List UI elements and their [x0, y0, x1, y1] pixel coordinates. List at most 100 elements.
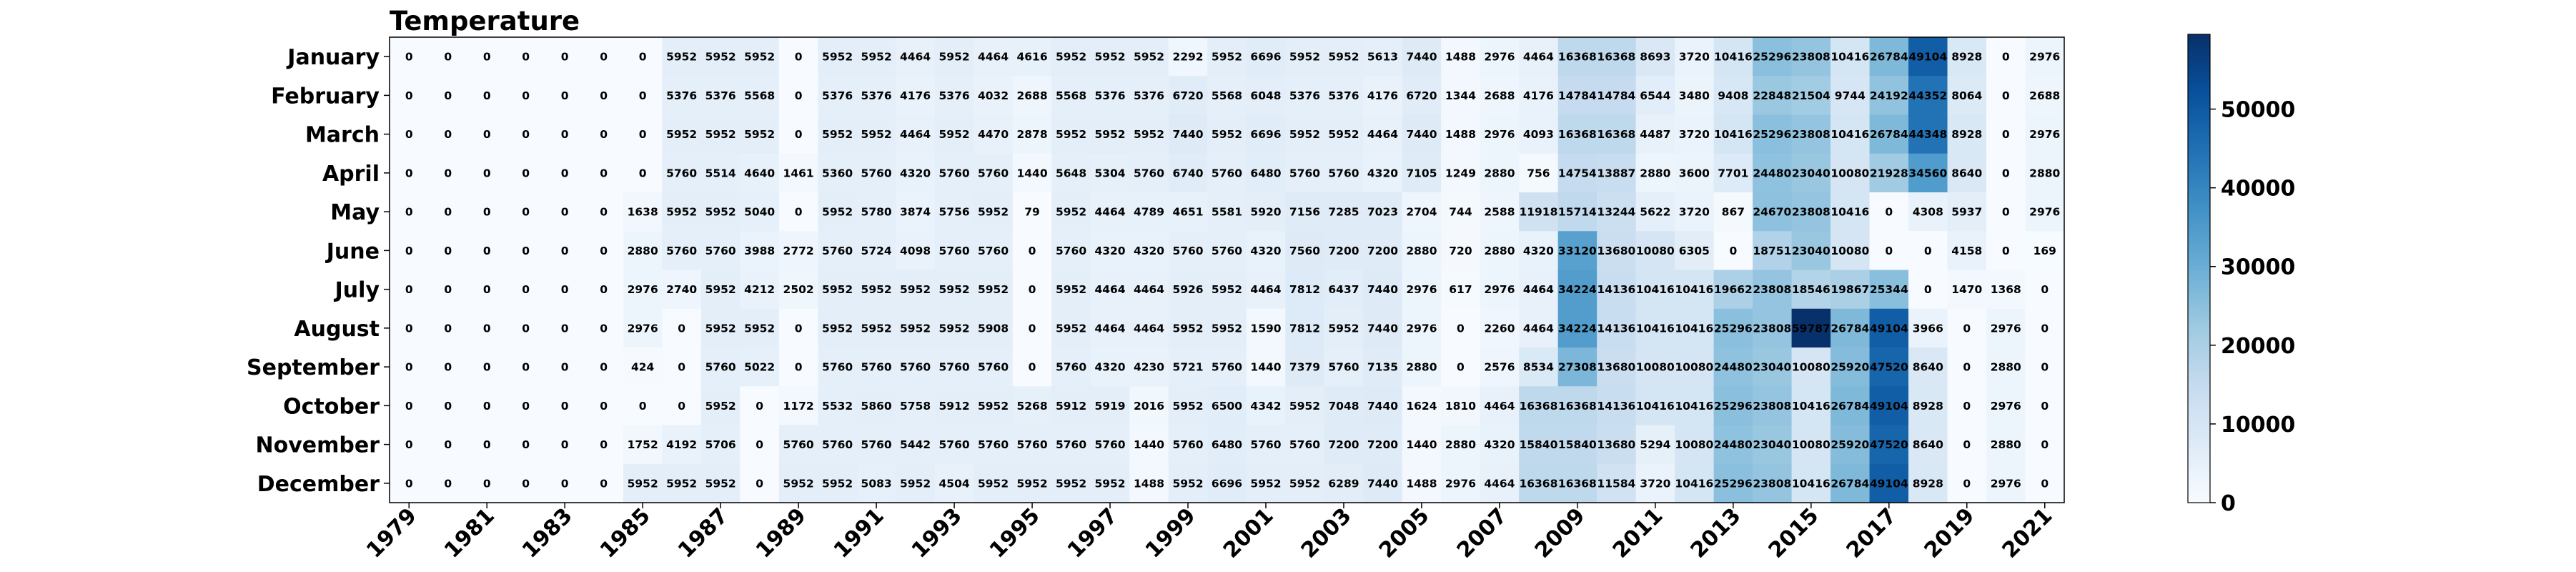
cell-value-label: 6048: [1250, 89, 1281, 102]
heatmap-cell: [856, 347, 896, 387]
heatmap-cell: [1285, 386, 1325, 426]
year-label: 2007: [1452, 503, 1512, 563]
cell-value-label: 5937: [1951, 206, 1982, 219]
heatmap-cell: [1363, 425, 1403, 465]
cell-value-label: 5952: [705, 206, 736, 219]
cell-value-label: 5780: [861, 206, 892, 219]
cell-value-label: 14784: [1558, 89, 1597, 102]
cell-value-label: 5952: [861, 128, 892, 141]
cell-value-label: 617: [1449, 283, 1472, 296]
cell-value-label: 0: [2002, 89, 2010, 102]
heatmap-cell: [390, 425, 430, 465]
heatmap-cell: [1168, 425, 1208, 465]
heatmap-cell: [1791, 153, 1831, 193]
cell-value-label: 5952: [1056, 128, 1086, 141]
cell-value-label: 0: [444, 400, 452, 413]
heatmap-cell: [1246, 386, 1286, 426]
heatmap-cell: [1363, 347, 1403, 387]
heatmap-cell: [778, 386, 818, 426]
heatmap-cell: [1168, 37, 1208, 77]
heatmap-cell: [1480, 463, 1520, 503]
cell-value-label: 23040: [1792, 167, 1831, 179]
heatmap-cell: [1791, 231, 1831, 271]
heatmap-cell: [1675, 114, 1715, 154]
cell-value-label: 24480: [1753, 167, 1791, 179]
heatmap-cell: [1363, 114, 1403, 154]
cell-value-label: 22848: [1753, 89, 1791, 102]
heatmap-cell: [1246, 347, 1286, 387]
cell-value-label: 0: [600, 51, 608, 64]
cell-value-label: 4464: [1134, 322, 1164, 335]
heatmap-cell: [1129, 231, 1169, 271]
heatmap-cell: [1090, 270, 1130, 310]
cell-value-label: 26784: [1870, 51, 1908, 64]
heatmap-cell: [1402, 192, 1442, 232]
cell-value-label: 0: [561, 477, 569, 490]
heatmap-cell: [1713, 270, 1753, 310]
heatmap-cell: [1831, 192, 1871, 232]
heatmap-cell: [1675, 308, 1715, 348]
cell-value-label: 7812: [1289, 283, 1320, 296]
cell-value-label: 0: [561, 206, 569, 219]
heatmap-cell: [662, 231, 702, 271]
heatmap-cell: [1168, 463, 1208, 503]
cell-value-label: 5760: [1056, 245, 1086, 257]
cell-value-label: 5760: [1134, 167, 1164, 179]
cell-value-label: 5952: [666, 128, 697, 141]
heatmap-cell: [584, 76, 624, 116]
heatmap-cell: [662, 114, 702, 154]
cell-value-label: 0: [405, 361, 413, 374]
heatmap-cell: [1285, 76, 1325, 116]
heatmap-cell: [584, 308, 624, 348]
cell-value-label: 5952: [861, 283, 892, 296]
cell-value-label: 5952: [1328, 322, 1359, 335]
heatmap-cell: [1363, 153, 1403, 193]
heatmap-cell: [1557, 308, 1597, 348]
cell-value-label: 7560: [1289, 245, 1320, 257]
year-label: 2001: [1219, 503, 1279, 563]
heatmap-cell: [778, 270, 818, 310]
heatmap-cell: [1753, 76, 1793, 116]
heatmap-cell: [1480, 425, 1520, 465]
cell-value-label: 424: [631, 361, 655, 374]
heatmap-cell: [1869, 153, 1909, 193]
cell-value-label: 0: [522, 89, 530, 102]
cell-value-label: 0: [444, 477, 452, 490]
cell-value-label: 0: [444, 167, 452, 179]
cell-value-label: 5760: [666, 245, 697, 257]
cell-value-label: 5376: [705, 89, 736, 102]
heatmap-cell: [1285, 37, 1325, 77]
cell-value-label: 5760: [939, 438, 970, 451]
heatmap-cell: [1908, 347, 1948, 387]
heatmap-cell: [1129, 270, 1169, 310]
heatmap-cell: [1246, 308, 1286, 348]
heatmap-cell: [2025, 114, 2065, 154]
heatmap-cell: [1791, 270, 1831, 310]
heatmap-cell: [623, 463, 663, 503]
heatmap-cell: [974, 270, 1014, 310]
heatmap-cell: [1363, 76, 1403, 116]
cell-value-label: 4464: [1523, 283, 1554, 296]
heatmap-cell: [1051, 153, 1091, 193]
cell-value-label: 9744: [1835, 89, 1866, 102]
cell-value-label: 10416: [1636, 283, 1675, 296]
cell-value-label: 4176: [1523, 89, 1554, 102]
cell-value-label: 5952: [744, 128, 775, 141]
heatmap-cell: [1090, 386, 1130, 426]
heatmap-cell: [1557, 114, 1597, 154]
heatmap-cell: [545, 425, 585, 465]
heatmap-cell: [1947, 37, 1987, 77]
cell-value-label: 5760: [900, 361, 931, 374]
heatmap-cell: [896, 270, 936, 310]
cell-value-label: 6480: [1212, 438, 1242, 451]
cell-value-label: 2976: [1991, 322, 2021, 335]
heatmap-cell: [623, 308, 663, 348]
cell-value-label: 44352: [1908, 89, 1947, 102]
cell-value-label: 0: [600, 477, 608, 490]
heatmap-cell: [467, 425, 507, 465]
cell-value-label: 2976: [1445, 477, 1476, 490]
heatmap-cell: [1908, 192, 1948, 232]
heatmap-cell: [1168, 114, 1208, 154]
heatmap-cell: [974, 76, 1014, 116]
cell-value-label: 5760: [783, 438, 814, 451]
